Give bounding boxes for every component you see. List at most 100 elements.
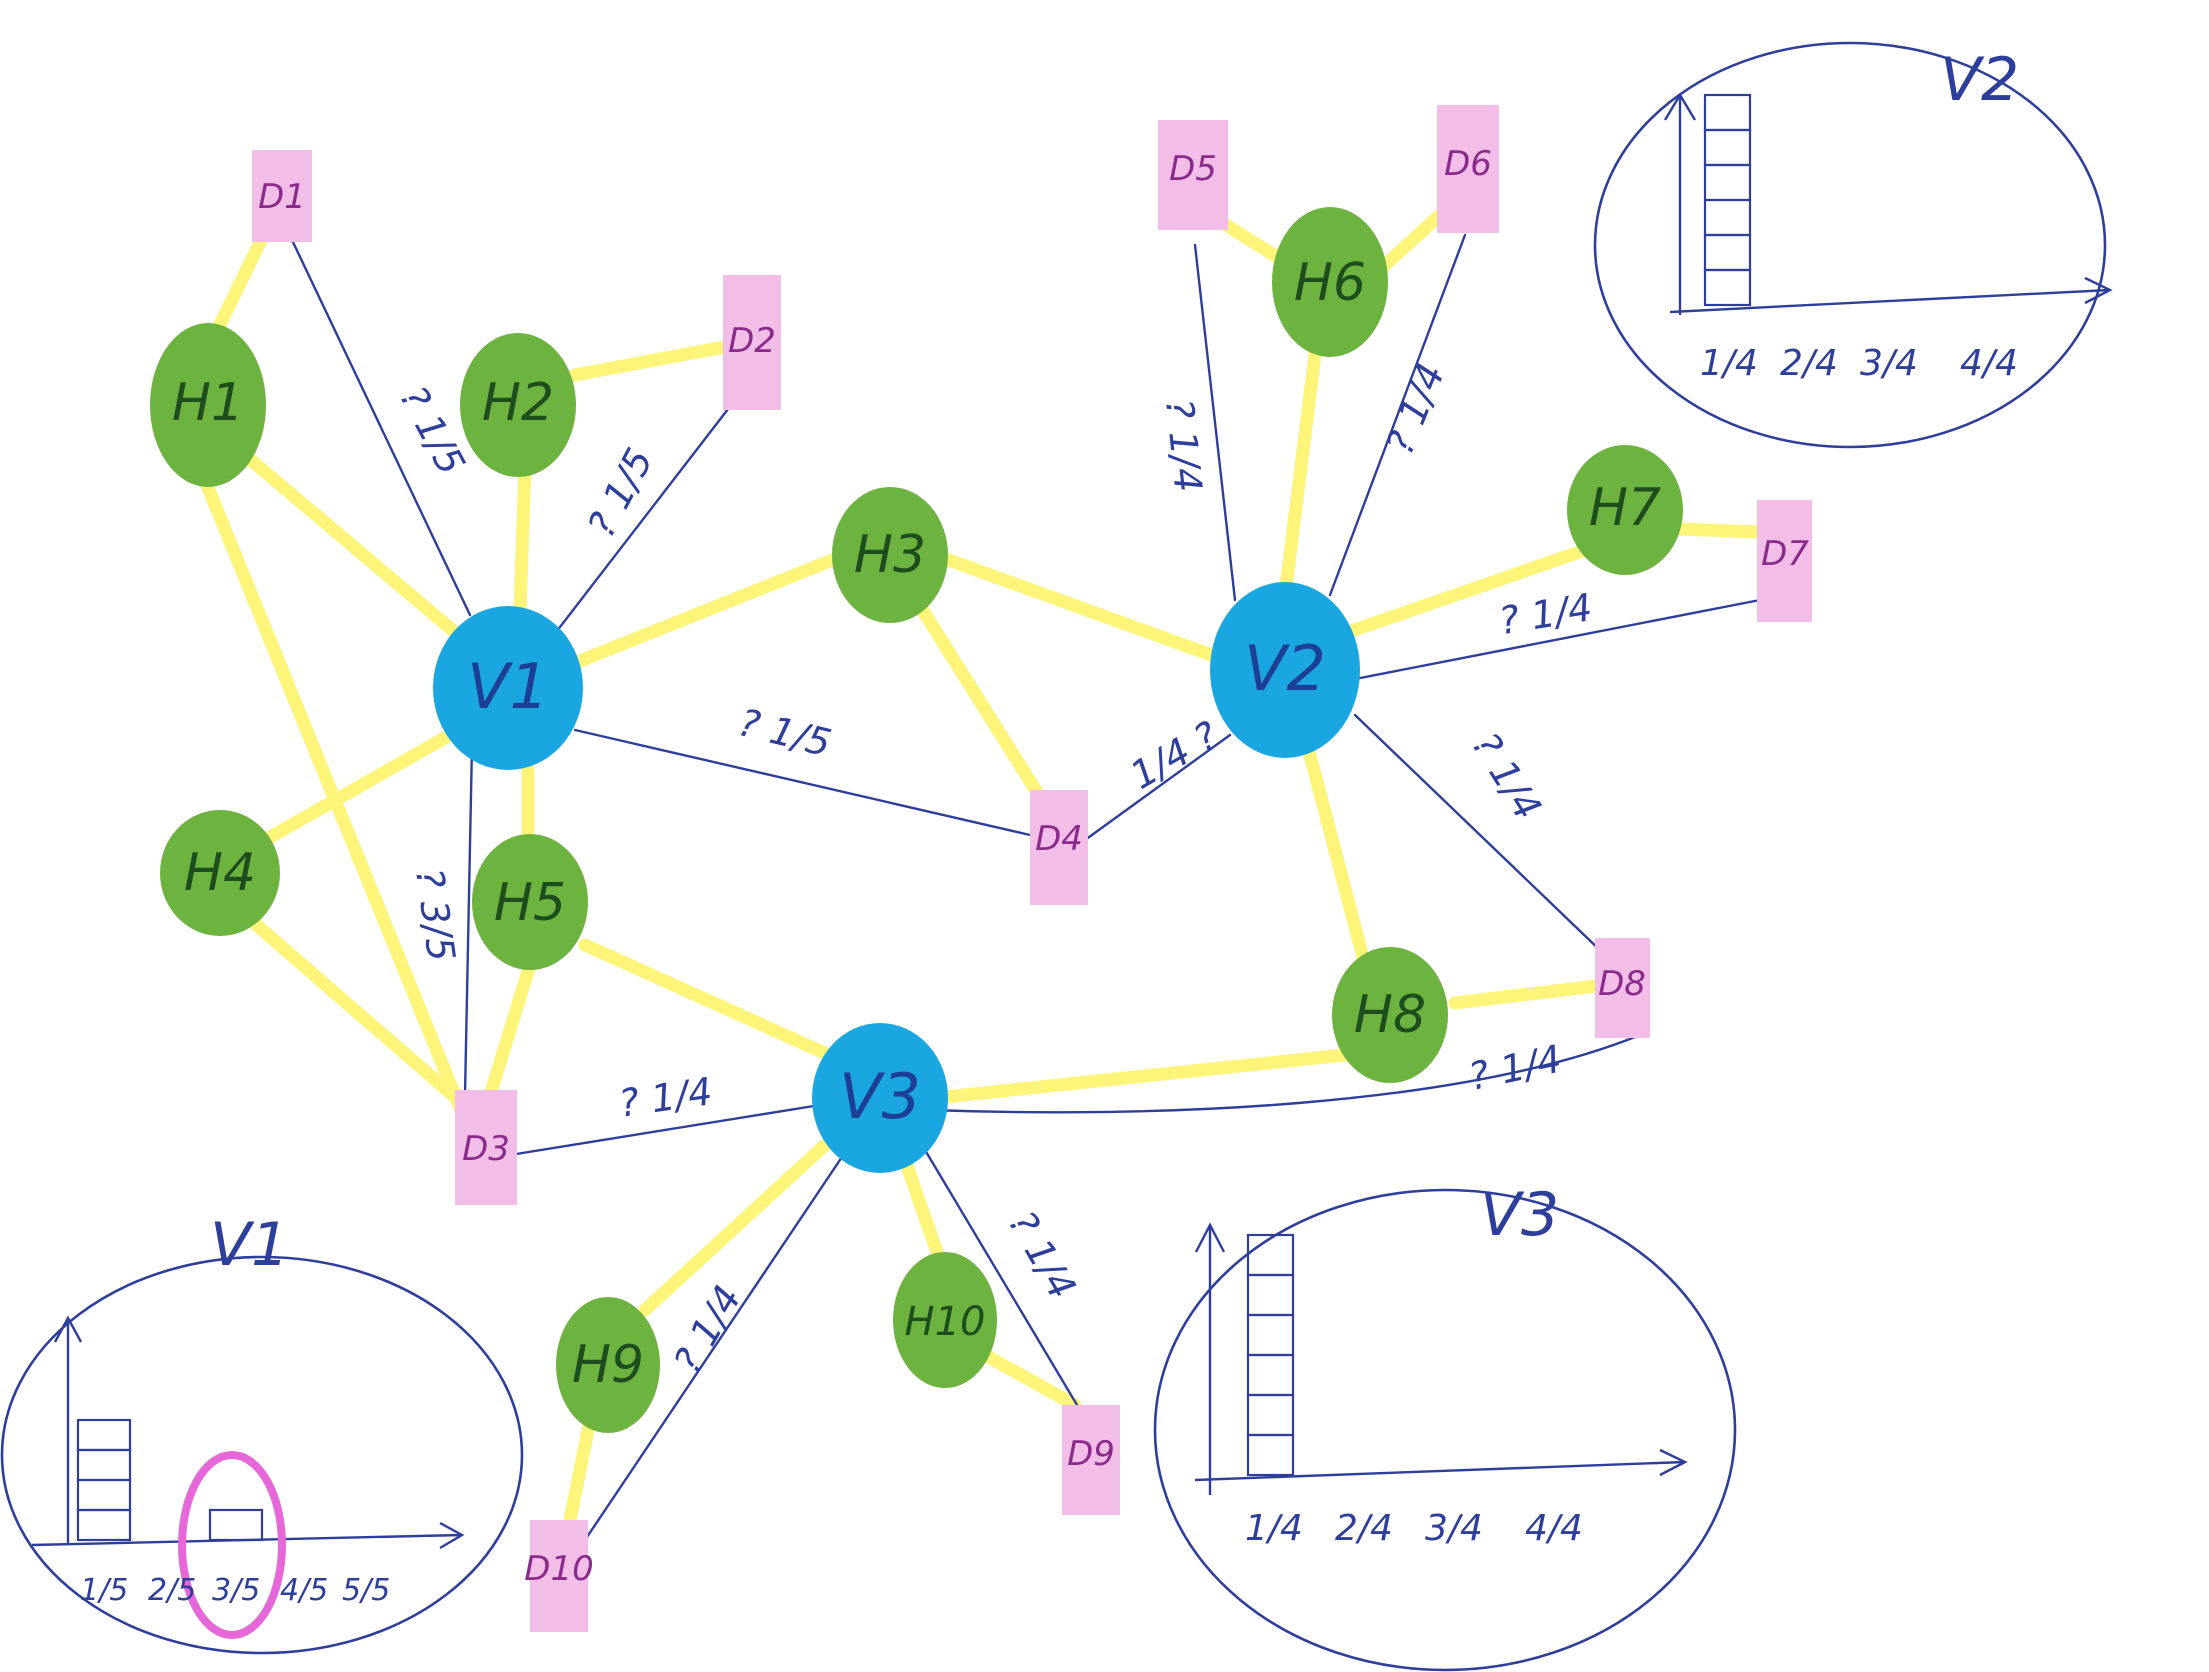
inset-v3-tick-3: 3/4 xyxy=(1425,1508,1483,1549)
label-v1-d4: ? 1/5 xyxy=(734,700,835,765)
node-d6[interactable]: D6 xyxy=(1437,105,1499,233)
edge-h8-v2 xyxy=(1303,748,1372,972)
bar-v3-1-box-4 xyxy=(1246,1313,1295,1357)
node-v3[interactable]: V3 xyxy=(812,1023,948,1173)
node-d1[interactable]: D1 xyxy=(252,150,312,242)
bar-v2-1-box-4 xyxy=(1703,163,1752,202)
node-h6-label: H6 xyxy=(1294,253,1366,313)
node-d9[interactable]: D9 xyxy=(1062,1405,1120,1515)
inset-v3-tick-1: 1/4 xyxy=(1245,1508,1303,1549)
node-h4[interactable]: H4 xyxy=(160,810,280,936)
edge-v2-d4 xyxy=(1083,733,1232,842)
edge-h10-d9 xyxy=(978,1348,1082,1412)
inset-v2-ticks: 1/4 2/4 3/4 4/4 xyxy=(1700,343,2018,384)
inset-v1-tick-4: 4/5 xyxy=(280,1573,328,1608)
edge-v3-d9 xyxy=(923,1148,1082,1412)
node-h2-label: H2 xyxy=(482,373,554,433)
inset-v3-y-arrow xyxy=(1194,1222,1226,1253)
label-v2-d6: ? 1/4 xyxy=(1378,357,1454,460)
inset-v1-title: V1 xyxy=(210,1210,289,1280)
node-h10-label: H10 xyxy=(905,1299,986,1345)
inset-v1-highlight-circle xyxy=(178,1451,286,1639)
inset-v2-x-axis xyxy=(1669,288,2111,314)
node-d4[interactable]: D4 xyxy=(1030,790,1088,905)
edge-v2-d6 xyxy=(1328,233,1467,597)
edge-v1-d4 xyxy=(573,728,1032,837)
node-h8[interactable]: H8 xyxy=(1332,947,1448,1083)
node-d2-label: D2 xyxy=(728,321,776,361)
bar-v2-1-box-3 xyxy=(1703,198,1752,237)
edge-h8-d8 xyxy=(1448,978,1612,1010)
bar-v3-1-box-1 xyxy=(1246,1433,1295,1477)
node-h1[interactable]: H1 xyxy=(150,323,266,487)
bar-v1-1-box-2 xyxy=(76,1478,132,1512)
node-d9-label: D9 xyxy=(1067,1434,1115,1474)
edge-h9-d10 xyxy=(563,1413,597,1527)
helper-nodes: H1 H2 H3 H4 H5 H6 H7 H8 xyxy=(150,207,1683,1433)
node-h5-label: H5 xyxy=(494,873,566,933)
node-d5[interactable]: D5 xyxy=(1158,120,1228,230)
edge-h6-d6 xyxy=(1378,208,1447,272)
bar-v1-1-box-1 xyxy=(76,1508,132,1542)
node-d5-label: D5 xyxy=(1169,149,1217,189)
node-h1-label: H1 xyxy=(172,373,244,433)
bar-v3-1-box-2 xyxy=(1246,1393,1295,1437)
inset-v1-bars xyxy=(76,1418,264,1542)
edge-v3-d3 xyxy=(508,1103,822,1157)
edge-h4-v1 xyxy=(258,728,457,847)
node-v1[interactable]: V1 xyxy=(433,606,583,770)
inset-v2-tick-4: 4/4 xyxy=(1960,343,2018,384)
node-d6-label: D6 xyxy=(1444,144,1492,184)
edge-h5-v3 xyxy=(578,938,847,1067)
label-v1-d2: ? 1/5 xyxy=(579,441,662,544)
node-v3-label: V3 xyxy=(839,1060,921,1133)
node-d8[interactable]: D8 xyxy=(1595,938,1650,1038)
edge-h1-v1 xyxy=(238,448,477,652)
edge-v2-d7 xyxy=(1348,598,1762,682)
node-h2[interactable]: H2 xyxy=(460,333,576,477)
node-d3[interactable]: D3 xyxy=(455,1090,517,1205)
node-h5[interactable]: H5 xyxy=(472,834,588,970)
node-h6[interactable]: H6 xyxy=(1272,207,1388,357)
bar-v3-1-box-6 xyxy=(1246,1233,1295,1277)
node-h10[interactable]: H10 xyxy=(893,1252,997,1388)
inset-v1-tick-5: 5/5 xyxy=(342,1573,390,1608)
edge-v1-d2 xyxy=(548,398,737,642)
node-h9[interactable]: H9 xyxy=(556,1297,660,1433)
inset-v3: V3 1/4 2/4 3/4 4/4 xyxy=(1153,1180,1737,1672)
edge-h7-v2 xyxy=(1333,538,1607,642)
edge-h3-v2 xyxy=(928,548,1232,667)
node-v2[interactable]: V2 xyxy=(1210,582,1360,758)
inset-v1-ticks: 1/5 2/5 3/5 4/5 5/5 xyxy=(80,1573,390,1608)
inset-v2-y-arrow xyxy=(1663,92,1697,121)
edge-v2-d8 xyxy=(1353,713,1607,957)
inset-v3-x-arrow xyxy=(1659,1448,1688,1477)
label-v3-d3: ? 1/4 xyxy=(616,1069,715,1126)
edge-h2-d2 xyxy=(568,338,742,382)
node-d2[interactable]: D2 xyxy=(723,275,781,410)
edge-h6-v2 xyxy=(1278,348,1322,602)
label-v3-d9: ? 1/4 xyxy=(1000,1204,1085,1307)
node-d8-label: D8 xyxy=(1598,964,1646,1004)
inset-v3-title: V3 xyxy=(1480,1180,1559,1250)
label-v2-d8: ? 1/4 xyxy=(1463,725,1550,828)
edge-h8-v3 xyxy=(928,1048,1352,1105)
node-d7[interactable]: D7 xyxy=(1757,500,1812,622)
inset-v1-x-arrow xyxy=(439,1521,465,1550)
bar-v2-1-box-1 xyxy=(1703,268,1752,307)
inset-v3-tick-2: 2/4 xyxy=(1335,1508,1393,1549)
inset-v2-bars xyxy=(1703,93,1752,307)
inset-v3-ticks: 1/4 2/4 3/4 4/4 xyxy=(1245,1508,1583,1549)
node-h4-label: H4 xyxy=(184,843,256,903)
inset-v1-y-arrow xyxy=(53,1315,83,1343)
node-h7[interactable]: H7 xyxy=(1567,445,1683,575)
node-d10-label: D10 xyxy=(524,1549,593,1589)
edge-v3-d8 xyxy=(928,1033,1642,1114)
node-v1-label: V1 xyxy=(467,650,549,723)
label-v1-d3: ? 3/5 xyxy=(407,865,464,964)
edge-v1-d3 xyxy=(463,743,474,1097)
node-h3[interactable]: H3 xyxy=(832,487,948,623)
node-d10[interactable]: D10 xyxy=(524,1520,594,1632)
inset-v2-title: V2 xyxy=(1940,45,2019,115)
